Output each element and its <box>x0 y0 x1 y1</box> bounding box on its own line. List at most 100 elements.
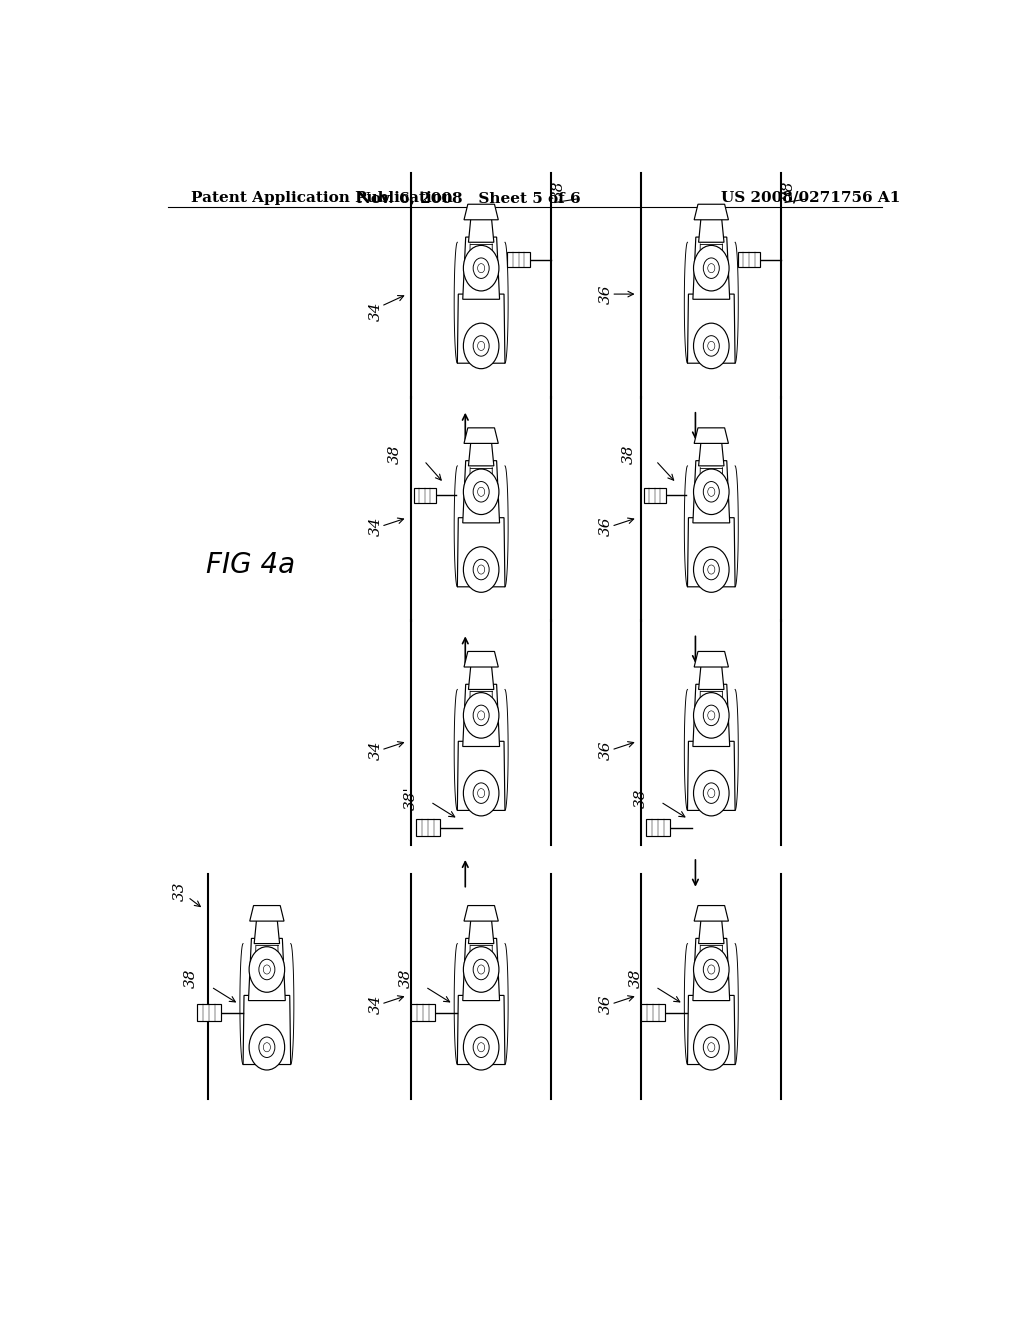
Polygon shape <box>693 684 730 747</box>
Circle shape <box>249 1024 285 1071</box>
Circle shape <box>708 565 715 574</box>
Polygon shape <box>687 517 735 587</box>
Circle shape <box>477 711 484 719</box>
Text: 34: 34 <box>369 741 383 760</box>
Polygon shape <box>687 995 735 1064</box>
Polygon shape <box>463 238 500 300</box>
Circle shape <box>473 482 489 502</box>
Circle shape <box>703 482 719 502</box>
Circle shape <box>708 965 715 974</box>
Circle shape <box>464 771 499 816</box>
Text: 38': 38' <box>403 787 418 810</box>
Text: 38: 38 <box>629 969 643 987</box>
Circle shape <box>464 246 499 290</box>
Polygon shape <box>694 652 728 667</box>
Text: 34: 34 <box>369 516 383 536</box>
Polygon shape <box>468 216 494 243</box>
Bar <box>644 487 666 503</box>
Text: 38: 38 <box>782 181 796 201</box>
Text: 38: 38 <box>552 181 566 201</box>
Polygon shape <box>458 995 505 1064</box>
Circle shape <box>703 560 719 579</box>
Circle shape <box>693 946 729 993</box>
Polygon shape <box>693 461 730 523</box>
Circle shape <box>703 960 719 979</box>
Circle shape <box>693 1024 729 1071</box>
Circle shape <box>473 960 489 979</box>
Text: 36: 36 <box>599 516 612 536</box>
Text: 38: 38 <box>184 969 199 987</box>
Text: 38: 38 <box>622 444 636 463</box>
Circle shape <box>473 560 489 579</box>
Text: Nov. 6, 2008   Sheet 5 of 6: Nov. 6, 2008 Sheet 5 of 6 <box>357 191 581 205</box>
Circle shape <box>464 546 499 593</box>
Polygon shape <box>464 205 499 220</box>
Circle shape <box>464 1024 499 1071</box>
Polygon shape <box>693 939 730 1001</box>
Circle shape <box>464 469 499 515</box>
Polygon shape <box>464 906 499 921</box>
Bar <box>641 1005 666 1022</box>
Circle shape <box>693 771 729 816</box>
Text: 36: 36 <box>599 741 612 760</box>
Circle shape <box>464 946 499 993</box>
Circle shape <box>473 1038 489 1057</box>
Circle shape <box>477 1043 484 1052</box>
Circle shape <box>703 1038 719 1057</box>
Polygon shape <box>468 440 494 466</box>
Text: 38: 38 <box>388 444 401 463</box>
Circle shape <box>473 705 489 726</box>
Polygon shape <box>458 294 505 363</box>
Circle shape <box>473 257 489 279</box>
Circle shape <box>693 546 729 593</box>
Polygon shape <box>698 917 724 944</box>
Text: 34: 34 <box>369 301 383 321</box>
Circle shape <box>693 246 729 290</box>
Polygon shape <box>468 664 494 689</box>
Circle shape <box>464 323 499 368</box>
Circle shape <box>259 1038 274 1057</box>
Polygon shape <box>687 294 735 363</box>
Polygon shape <box>458 517 505 587</box>
Polygon shape <box>249 939 286 1001</box>
Bar <box>411 1005 435 1022</box>
Circle shape <box>708 342 715 351</box>
Polygon shape <box>698 216 724 243</box>
Polygon shape <box>693 238 730 300</box>
Circle shape <box>477 965 484 974</box>
Circle shape <box>473 783 489 804</box>
Circle shape <box>708 264 715 273</box>
Polygon shape <box>464 428 499 444</box>
Circle shape <box>477 487 484 496</box>
Text: US 2008/0271756 A1: US 2008/0271756 A1 <box>721 191 900 205</box>
Polygon shape <box>694 428 728 444</box>
Polygon shape <box>458 742 505 810</box>
Circle shape <box>477 342 484 351</box>
Polygon shape <box>468 917 494 944</box>
Polygon shape <box>698 440 724 466</box>
Circle shape <box>477 788 484 797</box>
Circle shape <box>693 323 729 368</box>
Circle shape <box>477 264 484 273</box>
Bar <box>197 1005 221 1022</box>
Polygon shape <box>464 652 499 667</box>
Text: 36: 36 <box>599 284 612 304</box>
Circle shape <box>249 946 285 993</box>
Polygon shape <box>254 917 280 944</box>
Polygon shape <box>243 995 291 1064</box>
Text: 38: 38 <box>634 788 647 808</box>
Circle shape <box>464 693 499 738</box>
Polygon shape <box>698 664 724 689</box>
Circle shape <box>693 469 729 515</box>
Text: 34: 34 <box>369 994 383 1014</box>
Text: FIG 4a: FIG 4a <box>207 550 296 579</box>
Circle shape <box>473 335 489 356</box>
Circle shape <box>703 705 719 726</box>
Text: 38: 38 <box>398 969 413 987</box>
Circle shape <box>708 788 715 797</box>
Text: Patent Application Publication: Patent Application Publication <box>191 191 454 205</box>
Polygon shape <box>463 461 500 523</box>
Bar <box>416 820 440 836</box>
Polygon shape <box>694 205 728 220</box>
Bar <box>508 252 530 268</box>
